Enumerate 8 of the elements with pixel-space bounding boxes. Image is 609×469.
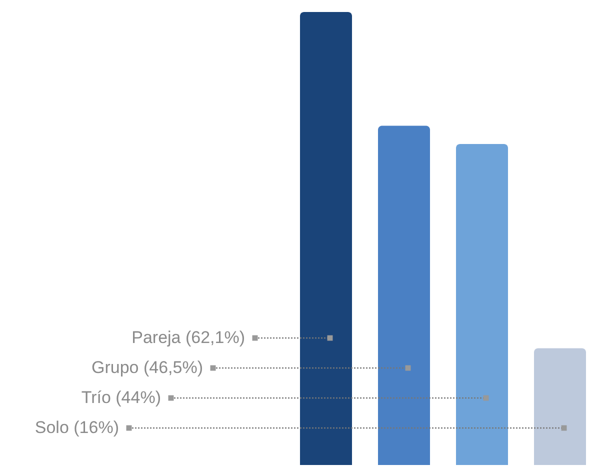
data-label: Pareja (62,1%) (132, 328, 245, 347)
bar (534, 348, 586, 465)
data-label: Grupo (46,5%) (92, 358, 203, 377)
bar (378, 126, 430, 465)
bar (300, 12, 352, 465)
data-label: Solo (16%) (34, 418, 119, 437)
bar (456, 144, 508, 465)
data-label: Trío (44%) (81, 388, 161, 407)
